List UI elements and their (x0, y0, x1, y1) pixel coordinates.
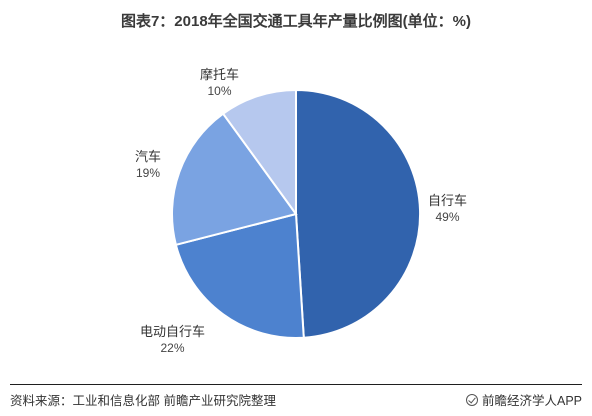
slice-label-car: 汽车 19% (135, 148, 161, 182)
brand-name: 前瞻经济学人APP (481, 394, 582, 408)
slice-label-motorcycle: 摩托车 10% (200, 66, 239, 100)
chart-title: 图表7：2018年全国交通工具年产量比例图(单位：%) (120, 13, 472, 30)
slice-label-e-bicycle: 电动自行车 22% (140, 323, 205, 357)
slice-motorcycle (221, 88, 297, 218)
slice-value-bicycle: 49% (435, 210, 460, 224)
slice-car (171, 112, 298, 247)
slice-value-e-bicycle: 22% (160, 341, 185, 355)
slice-name-e-bicycle: 电动自行车 (140, 324, 206, 339)
slice-name-car: 汽车 (135, 149, 162, 164)
slice-name-motorcycle: 摩托车 (200, 67, 240, 82)
slice-value-motorcycle: 10% (207, 84, 232, 98)
source-note: 资料来源：工业和信息化部 前瞻产业研究院整理 (10, 394, 276, 408)
slice-e-bicycle (174, 212, 305, 339)
slice-value-car: 19% (135, 166, 161, 180)
brand-logo-icon (465, 393, 478, 406)
footer-divider (10, 384, 582, 385)
brand: 前瞻经济学人APP (465, 390, 582, 409)
slice-name-bicycle: 自行车 (428, 193, 468, 208)
slice-bicycle (295, 88, 422, 339)
slice-label-bicycle: 自行车 49% (428, 192, 467, 226)
